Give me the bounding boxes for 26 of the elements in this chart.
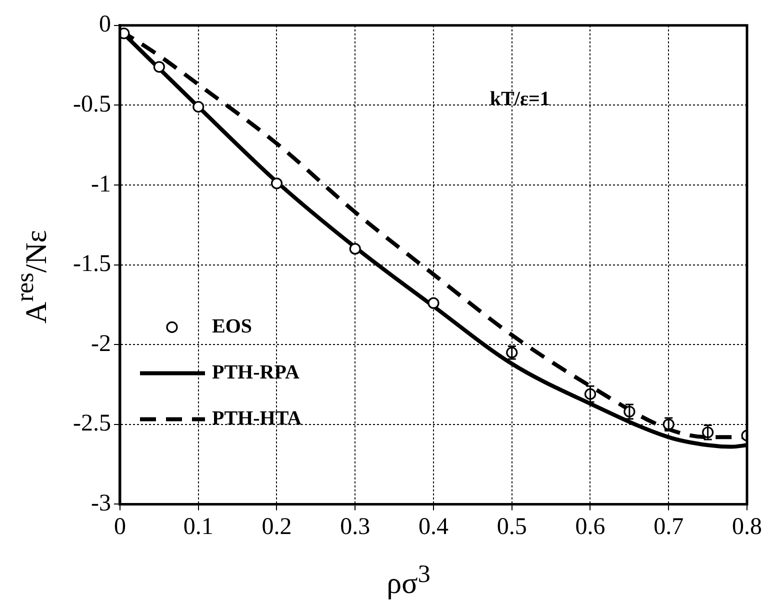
point bbox=[120, 28, 130, 40]
y-tick-label: 0 bbox=[98, 12, 111, 38]
point bbox=[428, 297, 440, 309]
x-axis-title: ρσ$^{3}$ bbox=[386, 561, 432, 601]
y-tick-label: -2 bbox=[90, 330, 111, 357]
x-tick-label: 0.6 bbox=[575, 514, 606, 540]
y-tick-label: -1 bbox=[90, 171, 111, 198]
legend-label: PTH-RPA bbox=[212, 361, 300, 384]
point bbox=[270, 178, 283, 190]
legend-label: PTH-HTA bbox=[212, 407, 302, 430]
x-tick-label: 0.8 bbox=[732, 514, 762, 540]
x-tick-label: 0.2 bbox=[262, 514, 292, 540]
point bbox=[349, 243, 361, 255]
y-tick-label: -0.5 bbox=[72, 91, 111, 118]
x-tick-label: 0.4 bbox=[418, 514, 448, 540]
y-tick-label: -3 bbox=[90, 490, 111, 516]
y-tick-label: -1.5 bbox=[72, 251, 111, 278]
x-tick-label: 0.5 bbox=[496, 514, 527, 540]
y-tick-label: -2.5 bbox=[72, 410, 111, 437]
point bbox=[153, 61, 165, 73]
legend-label: EOS bbox=[212, 315, 252, 338]
x-tick-label: 0.7 bbox=[654, 514, 684, 540]
annotation: kT/ε=1 bbox=[490, 88, 550, 110]
point bbox=[192, 100, 204, 113]
x-tick-label: 0.1 bbox=[183, 514, 214, 540]
x-tick-label: 0.3 bbox=[340, 514, 370, 540]
